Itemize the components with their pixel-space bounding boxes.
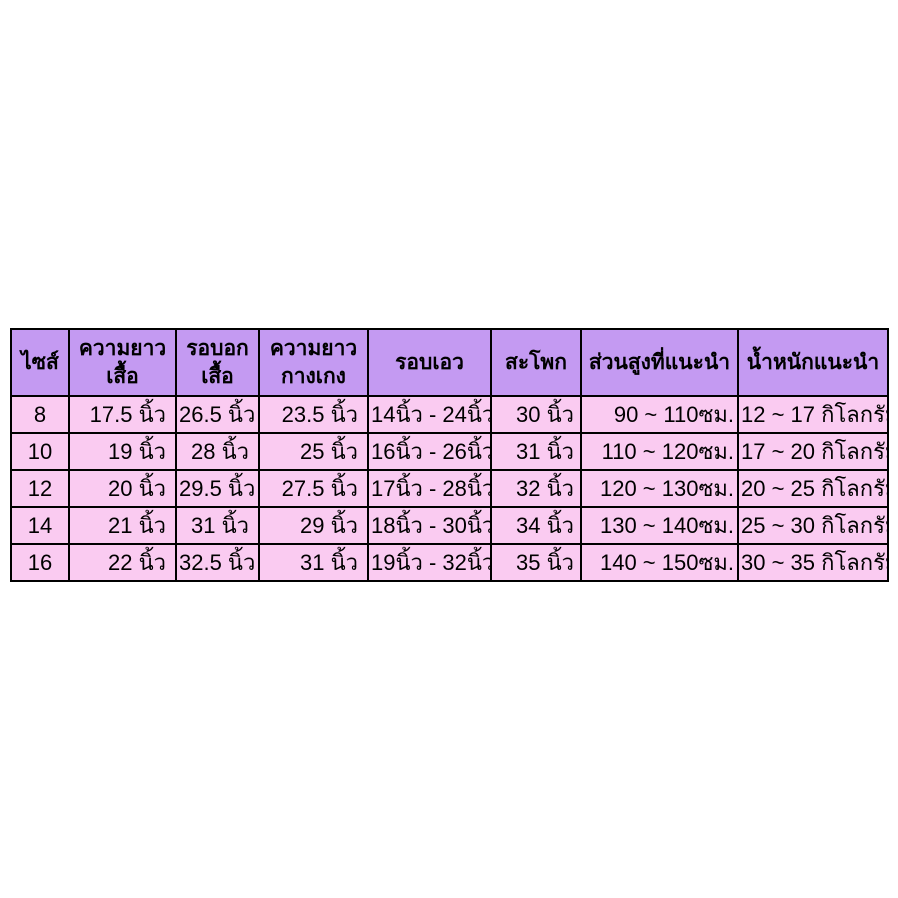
cell-recommended-weight: 20 ~ 25 กิโลกรัม xyxy=(737,469,889,508)
cell-recommended-height: 140 ~ 150ซม. xyxy=(580,543,739,582)
cell-recommended-height: 120 ~ 130ซม. xyxy=(580,469,739,508)
cell-pants-length: 31 นิ้ว xyxy=(258,543,369,582)
cell-recommended-weight: 17 ~ 20 กิโลกรัม xyxy=(737,432,889,471)
cell-shirt-length: 20 นิ้ว xyxy=(68,469,177,508)
cell-size: 14 xyxy=(10,506,70,545)
cell-size: 12 xyxy=(10,469,70,508)
table-row: 12 20 นิ้ว 29.5 นิ้ว 27.5 นิ้ว 17นิ้ว - … xyxy=(10,469,889,508)
cell-hip: 30 นิ้ว xyxy=(490,395,582,434)
column-header-shirt-chest: รอบอก เสื้อ xyxy=(175,328,260,397)
cell-hip: 31 นิ้ว xyxy=(490,432,582,471)
cell-hip: 32 นิ้ว xyxy=(490,469,582,508)
cell-size: 16 xyxy=(10,543,70,582)
cell-recommended-height: 130 ~ 140ซม. xyxy=(580,506,739,545)
column-header-recommended-height: ส่วนสูงที่แนะนำ xyxy=(580,328,739,397)
cell-shirt-chest: 31 นิ้ว xyxy=(175,506,260,545)
cell-size: 10 xyxy=(10,432,70,471)
cell-hip: 34 นิ้ว xyxy=(490,506,582,545)
column-header-waist: รอบเอว xyxy=(367,328,492,397)
column-header-hip: สะโพก xyxy=(490,328,582,397)
column-header-pants-length: ความยาว กางเกง xyxy=(258,328,369,397)
cell-waist: 14นิ้ว - 24นิ้ว xyxy=(367,395,492,434)
table-row: 10 19 นิ้ว 28 นิ้ว 25 นิ้ว 16นิ้ว - 26นิ… xyxy=(10,432,889,471)
cell-waist: 18นิ้ว - 30นิ้ว xyxy=(367,506,492,545)
size-chart-table: ไซส์ ความยาว เสื้อ รอบอก เสื้อ ความยาว ก… xyxy=(10,328,889,582)
cell-shirt-chest: 28 นิ้ว xyxy=(175,432,260,471)
cell-shirt-chest: 29.5 นิ้ว xyxy=(175,469,260,508)
size-chart: ไซส์ ความยาว เสื้อ รอบอก เสื้อ ความยาว ก… xyxy=(10,328,889,582)
cell-recommended-weight: 12 ~ 17 กิโลกรัม xyxy=(737,395,889,434)
column-header-recommended-weight: น้ำหนักแนะนำ xyxy=(737,328,889,397)
cell-shirt-chest: 26.5 นิ้ว xyxy=(175,395,260,434)
cell-waist: 19นิ้ว - 32นิ้ว xyxy=(367,543,492,582)
table-header-row: ไซส์ ความยาว เสื้อ รอบอก เสื้อ ความยาว ก… xyxy=(10,328,889,397)
cell-recommended-weight: 25 ~ 30 กิโลกรัม xyxy=(737,506,889,545)
cell-pants-length: 25 นิ้ว xyxy=(258,432,369,471)
cell-waist: 16นิ้ว - 26นิ้ว xyxy=(367,432,492,471)
cell-shirt-length: 22 นิ้ว xyxy=(68,543,177,582)
cell-shirt-length: 17.5 นิ้ว xyxy=(68,395,177,434)
cell-shirt-length: 19 นิ้ว xyxy=(68,432,177,471)
cell-pants-length: 23.5 นิ้ว xyxy=(258,395,369,434)
table-row: 14 21 นิ้ว 31 นิ้ว 29 นิ้ว 18นิ้ว - 30นิ… xyxy=(10,506,889,545)
table-row: 16 22 นิ้ว 32.5 นิ้ว 31 นิ้ว 19นิ้ว - 32… xyxy=(10,543,889,582)
cell-hip: 35 นิ้ว xyxy=(490,543,582,582)
cell-shirt-chest: 32.5 นิ้ว xyxy=(175,543,260,582)
cell-pants-length: 27.5 นิ้ว xyxy=(258,469,369,508)
table-row: 8 17.5 นิ้ว 26.5 นิ้ว 23.5 นิ้ว 14นิ้ว -… xyxy=(10,395,889,434)
column-header-size: ไซส์ xyxy=(10,328,70,397)
cell-recommended-weight: 30 ~ 35 กิโลกรัม xyxy=(737,543,889,582)
column-header-shirt-length: ความยาว เสื้อ xyxy=(68,328,177,397)
cell-recommended-height: 110 ~ 120ซม. xyxy=(580,432,739,471)
cell-waist: 17นิ้ว - 28นิ้ว xyxy=(367,469,492,508)
cell-recommended-height: 90 ~ 110ซม. xyxy=(580,395,739,434)
cell-shirt-length: 21 นิ้ว xyxy=(68,506,177,545)
cell-pants-length: 29 นิ้ว xyxy=(258,506,369,545)
cell-size: 8 xyxy=(10,395,70,434)
